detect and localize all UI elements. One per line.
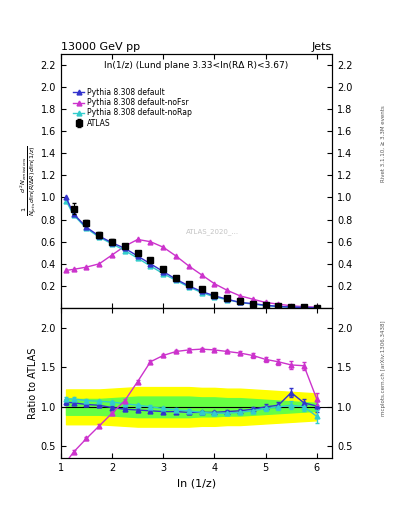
Pythia 8.308 default-noFsr <box>84 264 89 270</box>
Pythia 8.308 default <box>135 253 140 259</box>
Pythia 8.308 default <box>314 305 319 311</box>
Pythia 8.308 default <box>72 211 76 217</box>
Pythia 8.308 default <box>123 245 127 251</box>
Pythia 8.308 default-noRap <box>110 241 114 247</box>
Pythia 8.308 default <box>186 283 191 289</box>
Pythia 8.308 default-noFsr <box>174 253 178 259</box>
Pythia 8.308 default-noFsr <box>263 300 268 306</box>
Pythia 8.308 default-noFsr <box>238 293 242 299</box>
Pythia 8.308 default <box>263 302 268 308</box>
Pythia 8.308 default-noRap <box>238 300 242 306</box>
Text: 13000 GeV pp: 13000 GeV pp <box>61 41 140 52</box>
Pythia 8.308 default-noRap <box>301 305 306 311</box>
Pythia 8.308 default-noRap <box>212 294 217 300</box>
Pythia 8.308 default-noRap <box>64 198 68 204</box>
Pythia 8.308 default-noFsr <box>314 304 319 310</box>
Pythia 8.308 default-noRap <box>72 212 76 218</box>
Pythia 8.308 default-noRap <box>123 247 127 253</box>
Line: Pythia 8.308 default-noFsr: Pythia 8.308 default-noFsr <box>64 237 319 310</box>
Pythia 8.308 default-noFsr <box>135 237 140 243</box>
Line: Pythia 8.308 default-noRap: Pythia 8.308 default-noRap <box>64 198 319 310</box>
Pythia 8.308 default-noRap <box>225 296 230 303</box>
Pythia 8.308 default-noFsr <box>161 244 165 250</box>
Pythia 8.308 default-noRap <box>314 305 319 311</box>
Y-axis label: Ratio to ATLAS: Ratio to ATLAS <box>28 348 38 419</box>
Pythia 8.308 default-noRap <box>263 303 268 309</box>
Pythia 8.308 default <box>238 300 242 306</box>
Text: Rivet 3.1.10, ≥ 3.3M events: Rivet 3.1.10, ≥ 3.3M events <box>381 105 386 182</box>
Pythia 8.308 default <box>276 303 281 309</box>
Legend: Pythia 8.308 default, Pythia 8.308 default-noFsr, Pythia 8.308 default-noRap, AT: Pythia 8.308 default, Pythia 8.308 defau… <box>73 88 192 127</box>
Pythia 8.308 default <box>174 276 178 282</box>
Pythia 8.308 default <box>301 304 306 310</box>
Pythia 8.308 default <box>225 296 230 302</box>
Pythia 8.308 default <box>199 288 204 294</box>
Text: ATLAS_2020_...: ATLAS_2020_... <box>186 228 239 235</box>
Text: Jets: Jets <box>312 41 332 52</box>
Pythia 8.308 default-noFsr <box>225 287 230 293</box>
Pythia 8.308 default-noFsr <box>212 281 217 287</box>
Pythia 8.308 default <box>64 195 68 201</box>
Pythia 8.308 default-noRap <box>135 255 140 261</box>
Pythia 8.308 default-noRap <box>161 271 165 277</box>
Pythia 8.308 default-noRap <box>186 284 191 290</box>
Pythia 8.308 default-noFsr <box>97 261 102 267</box>
Pythia 8.308 default-noRap <box>276 304 281 310</box>
Pythia 8.308 default-noFsr <box>301 304 306 310</box>
Text: mcplots.cern.ch [arXiv:1306.3438]: mcplots.cern.ch [arXiv:1306.3438] <box>381 321 386 416</box>
Pythia 8.308 default-noRap <box>174 278 178 284</box>
Pythia 8.308 default-noRap <box>97 234 102 240</box>
Pythia 8.308 default-noFsr <box>64 267 68 273</box>
Pythia 8.308 default <box>212 293 217 299</box>
Pythia 8.308 default-noRap <box>289 304 294 310</box>
Pythia 8.308 default-noRap <box>148 263 153 269</box>
Pythia 8.308 default-noFsr <box>186 263 191 269</box>
Pythia 8.308 default <box>148 261 153 267</box>
X-axis label: ln (1/z): ln (1/z) <box>177 479 216 488</box>
Pythia 8.308 default-noFsr <box>250 296 255 302</box>
Pythia 8.308 default-noRap <box>84 225 89 231</box>
Pythia 8.308 default-noFsr <box>110 252 114 258</box>
Pythia 8.308 default-noRap <box>199 289 204 295</box>
Pythia 8.308 default <box>289 304 294 310</box>
Pythia 8.308 default <box>84 224 89 230</box>
Pythia 8.308 default <box>250 301 255 307</box>
Line: Pythia 8.308 default: Pythia 8.308 default <box>64 195 319 310</box>
Y-axis label: $\frac{1}{N_{jets}}\frac{d^2 N_{emissions}}{d\ln(R/\Delta R)\, d\ln(1/z)}$: $\frac{1}{N_{jets}}\frac{d^2 N_{emission… <box>18 145 39 217</box>
Pythia 8.308 default-noRap <box>250 301 255 307</box>
Pythia 8.308 default-noFsr <box>123 243 127 249</box>
Pythia 8.308 default <box>110 240 114 246</box>
Pythia 8.308 default <box>161 268 165 274</box>
Pythia 8.308 default-noFsr <box>276 301 281 307</box>
Pythia 8.308 default-noFsr <box>148 239 153 245</box>
Pythia 8.308 default-noFsr <box>72 266 76 272</box>
Pythia 8.308 default-noFsr <box>289 303 294 309</box>
Pythia 8.308 default <box>97 233 102 239</box>
Pythia 8.308 default-noFsr <box>199 272 204 278</box>
Text: ln(1/z) (Lund plane 3.33<ln(RΔ R)<3.67): ln(1/z) (Lund plane 3.33<ln(RΔ R)<3.67) <box>105 61 288 70</box>
